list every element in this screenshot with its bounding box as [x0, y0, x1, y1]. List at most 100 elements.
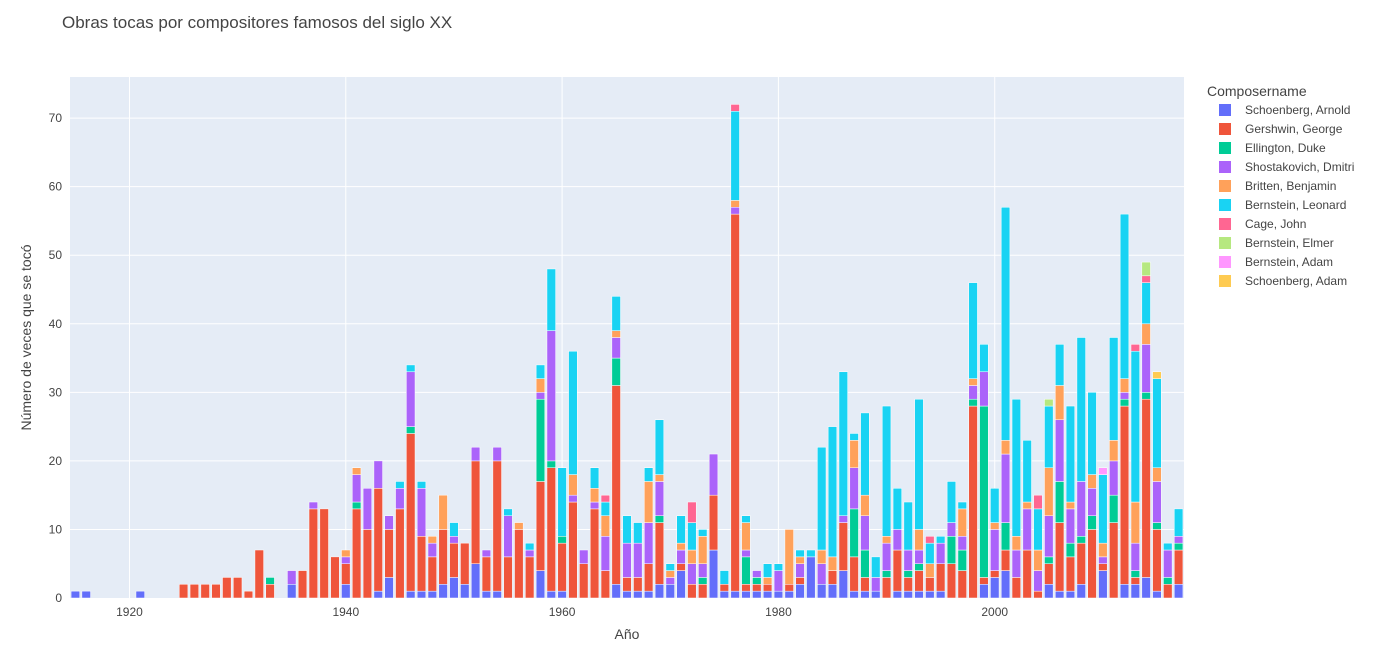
bar-segment[interactable]: Bernstein, Leonard 1995: 1 — [936, 536, 946, 544]
bar-segment[interactable]: Britten, Benjamin 1963: 2 — [589, 488, 600, 503]
bar-segment[interactable]: Britten, Benjamin 1985: 2 — [827, 556, 838, 571]
bar-segment[interactable]: Schoenberg, Arnold 1994: 1 — [925, 590, 935, 599]
bar-segment[interactable]: Shostakovich, Dmitri 1953: 1 — [481, 549, 491, 558]
bar-segment[interactable]: Shostakovich, Dmitri 1992: 3 — [903, 549, 913, 571]
bar-segment[interactable]: Britten, Benjamin 2014: 3 — [1141, 323, 1151, 345]
bar-segment[interactable]: Gershwin, George 1948: 5 — [427, 556, 437, 592]
bar-segment[interactable]: Shostakovich, Dmitri 1945: 3 — [395, 488, 405, 510]
bar-segment[interactable]: Schoenberg, Arnold 1946: 1 — [406, 590, 416, 599]
bar-segment[interactable]: Britten, Benjamin 1958: 2 — [535, 378, 546, 393]
bar-segment[interactable]: Shostakovich, Dmitri 1961: 1 — [568, 494, 578, 503]
bar-segment[interactable]: Bernstein, Leonard 2005: 9 — [1044, 405, 1054, 469]
bar-segment[interactable]: Bernstein, Leonard 1963: 3 — [589, 467, 600, 489]
bar-segment[interactable]: Shostakovich, Dmitri 1980: 3 — [773, 570, 783, 592]
bar-segment[interactable]: Bernstein, Leonard 1970: 1 — [665, 563, 675, 571]
bar-segment[interactable]: Bernstein, Leonard 2017: 4 — [1174, 508, 1184, 537]
bar-segment[interactable]: Britten, Benjamin 2004: 3 — [1033, 549, 1043, 571]
bar-segment[interactable]: Shostakovich, Dmitri 1974: 6 — [708, 453, 719, 496]
bar-segment[interactable]: Shostakovich, Dmitri 1952: 2 — [471, 446, 481, 462]
bar-segment[interactable]: Gershwin, George 2015: 9 — [1152, 529, 1162, 592]
bar-segment[interactable]: Schoenberg, Arnold 1967: 1 — [633, 590, 643, 599]
bar-segment[interactable]: Britten, Benjamin 1969: 1 — [654, 474, 665, 482]
bar-segment[interactable]: Bernstein, Leonard 1972: 4 — [687, 522, 697, 551]
bar-segment[interactable]: Bernstein, Leonard 1966: 4 — [622, 515, 632, 544]
bar-segment[interactable]: Bernstein, Leonard 1989: 3 — [871, 556, 881, 578]
bar-segment[interactable]: Bernstein, Leonard 1960: 10 — [557, 467, 567, 537]
bar-segment[interactable]: Schoenberg, Arnold 1940: 2 — [341, 584, 351, 599]
bar-segment[interactable]: Shostakovich, Dmitri 1990: 4 — [881, 542, 892, 571]
bar-segment[interactable]: Gershwin, George 1985: 2 — [827, 570, 838, 585]
bar-segment[interactable]: Schoenberg, Arnold 1958: 4 — [535, 570, 546, 599]
bar-segment[interactable]: Britten, Benjamin 1972: 2 — [687, 549, 697, 564]
bar-segment[interactable]: Schoenberg, Arnold 1989: 1 — [871, 590, 881, 599]
bar-segment[interactable]: Shostakovich, Dmitri 2009: 4 — [1087, 488, 1097, 516]
bar-segment[interactable]: Ellington, Duke 1973: 1 — [698, 577, 708, 585]
bar-segment[interactable]: Bernstein, Leonard 2007: 14 — [1065, 405, 1076, 503]
bar-segment[interactable]: Schoenberg, Arnold 2005: 2 — [1044, 584, 1054, 599]
bar-segment[interactable]: Gershwin, George 1997: 4 — [957, 570, 967, 599]
bar-segment[interactable]: Shostakovich, Dmitri 1955: 6 — [503, 515, 513, 558]
bar-segment[interactable]: Gershwin, George 1990: 3 — [881, 577, 892, 599]
bar-segment[interactable]: Ellington, Duke 1992: 1 — [903, 570, 913, 578]
bar-segment[interactable]: Schoenberg, Arnold 1952: 5 — [471, 563, 481, 599]
bar-segment[interactable]: Bernstein, Leonard 1945: 1 — [395, 481, 405, 489]
bar-segment[interactable]: Shostakovich, Dmitri 1976: 1 — [730, 207, 740, 215]
bar-segment[interactable]: Britten, Benjamin 2010: 2 — [1098, 542, 1108, 558]
bar-segment[interactable]: Gershwin, George 1946: 23 — [406, 433, 416, 592]
bar-segment[interactable]: Ellington, Duke 1959: 1 — [546, 460, 556, 469]
bar-segment[interactable]: Ellington, Duke 2012: 1 — [1119, 398, 1130, 407]
bar-segment[interactable]: Bernstein, Leonard 1992: 7 — [903, 501, 913, 551]
bar-segment[interactable]: Britten, Benjamin 1990: 1 — [881, 536, 892, 544]
bar-segment[interactable]: Bernstein, Leonard 2011: 15 — [1109, 337, 1119, 441]
bar-segment[interactable]: Ellington, Duke 2014: 1 — [1141, 392, 1151, 400]
bar-segment[interactable]: Shostakovich, Dmitri 2008: 8 — [1076, 481, 1086, 537]
bar-segment[interactable]: Bernstein, Elmer 2005: 1 — [1044, 398, 1054, 407]
bar-segment[interactable]: Schoenberg, Arnold 1971: 4 — [676, 570, 686, 599]
bar-segment[interactable]: Britten, Benjamin 1982: 1 — [795, 556, 805, 564]
bar-segment[interactable]: Schoenberg, Arnold 1978: 1 — [752, 590, 762, 599]
bar-segment[interactable]: Gershwin, George 2002: 3 — [1011, 577, 1021, 599]
bar-segment[interactable]: Ellington, Duke 1958: 12 — [535, 398, 546, 482]
bar-segment[interactable]: Shostakovich, Dmitri 1967: 5 — [633, 542, 643, 578]
bar-segment[interactable]: Gershwin, George 1932: 7 — [254, 549, 264, 599]
bar-segment[interactable]: Gershwin, George 1967: 2 — [633, 577, 643, 592]
bar-segment[interactable]: Bernstein, Leonard 1955: 1 — [503, 508, 513, 516]
bar-segment[interactable]: Shostakovich, Dmitri 2002: 4 — [1011, 549, 1021, 578]
bar-segment[interactable]: Gershwin, George 1949: 8 — [438, 529, 448, 585]
bar-segment[interactable]: Ellington, Duke 2015: 1 — [1152, 522, 1162, 530]
bar-segment[interactable]: Britten, Benjamin 1979: 1 — [763, 577, 773, 585]
bar-segment[interactable]: Shostakovich, Dmitri 2005: 6 — [1044, 515, 1054, 558]
bar-segment[interactable]: Shostakovich, Dmitri 2017: 1 — [1174, 536, 1184, 544]
bar-segment[interactable]: Gershwin, George 2000: 1 — [990, 570, 1000, 578]
bar-segment[interactable]: Shostakovich, Dmitri 2007: 5 — [1065, 508, 1076, 544]
bar-segment[interactable]: Bernstein, Leonard 1968: 2 — [644, 467, 654, 482]
bar-segment[interactable]: Shostakovich, Dmitri 1991: 3 — [892, 529, 902, 551]
bar-segment[interactable]: Britten, Benjamin 1984: 2 — [817, 549, 827, 564]
bar-segment[interactable]: Bernstein, Leonard 1998: 14 — [968, 282, 978, 379]
legend-item[interactable]: Bernstein, Elmer — [1219, 236, 1334, 250]
bar-segment[interactable]: Bernstein, Leonard 1957: 1 — [525, 542, 535, 551]
bar-segment[interactable]: Bernstein, Leonard 2004: 6 — [1033, 508, 1043, 551]
bar-segment[interactable]: Britten, Benjamin 1948: 1 — [427, 536, 437, 544]
bar-segment[interactable]: Gershwin, George 2004: 1 — [1033, 590, 1043, 599]
bar-segment[interactable]: Gershwin, George 1945: 13 — [395, 508, 405, 599]
bar-segment[interactable]: Shostakovich, Dmitri 1962: 2 — [579, 549, 589, 564]
bar-segment[interactable]: Shostakovich, Dmitri 2003: 6 — [1022, 508, 1032, 551]
bar-segment[interactable]: Gershwin, George 1973: 2 — [698, 584, 708, 599]
bar-segment[interactable]: Bernstein, Leonard 1983: 1 — [806, 549, 816, 558]
bar-segment[interactable]: Schoenberg, Arnold 2007: 1 — [1065, 590, 1076, 599]
bar-segment[interactable]: Shostakovich, Dmitri 1959: 19 — [546, 330, 556, 462]
bar-segment[interactable]: Gershwin, George 1960: 7 — [557, 542, 567, 592]
bar-segment[interactable]: Gershwin, George 1944: 7 — [384, 529, 394, 578]
bar-segment[interactable]: Schoenberg, Arnold 1993: 1 — [914, 590, 924, 599]
bar-segment[interactable]: Shostakovich, Dmitri 1965: 3 — [611, 337, 621, 359]
bar-segment[interactable]: Gershwin, George 1936: 4 — [297, 570, 308, 599]
bar-segment[interactable]: Shostakovich, Dmitri 1973: 2 — [698, 563, 708, 578]
bar-segment[interactable]: Bernstein, Leonard 1985: 19 — [827, 426, 838, 558]
bar-segment[interactable]: Gershwin, George 1972: 2 — [687, 584, 697, 599]
bar-segment[interactable]: Schoenberg, Arnold 1995: 1 — [936, 590, 946, 599]
bar-segment[interactable]: Gershwin, George 1955: 6 — [503, 556, 513, 599]
bar-segment[interactable]: Gershwin, George 1931: 1 — [243, 590, 254, 599]
bar-segment[interactable]: Schoenberg, Arnold 1977: 1 — [741, 590, 751, 599]
bar-segment[interactable]: Bernstein, Leonard 1988: 12 — [860, 412, 870, 496]
